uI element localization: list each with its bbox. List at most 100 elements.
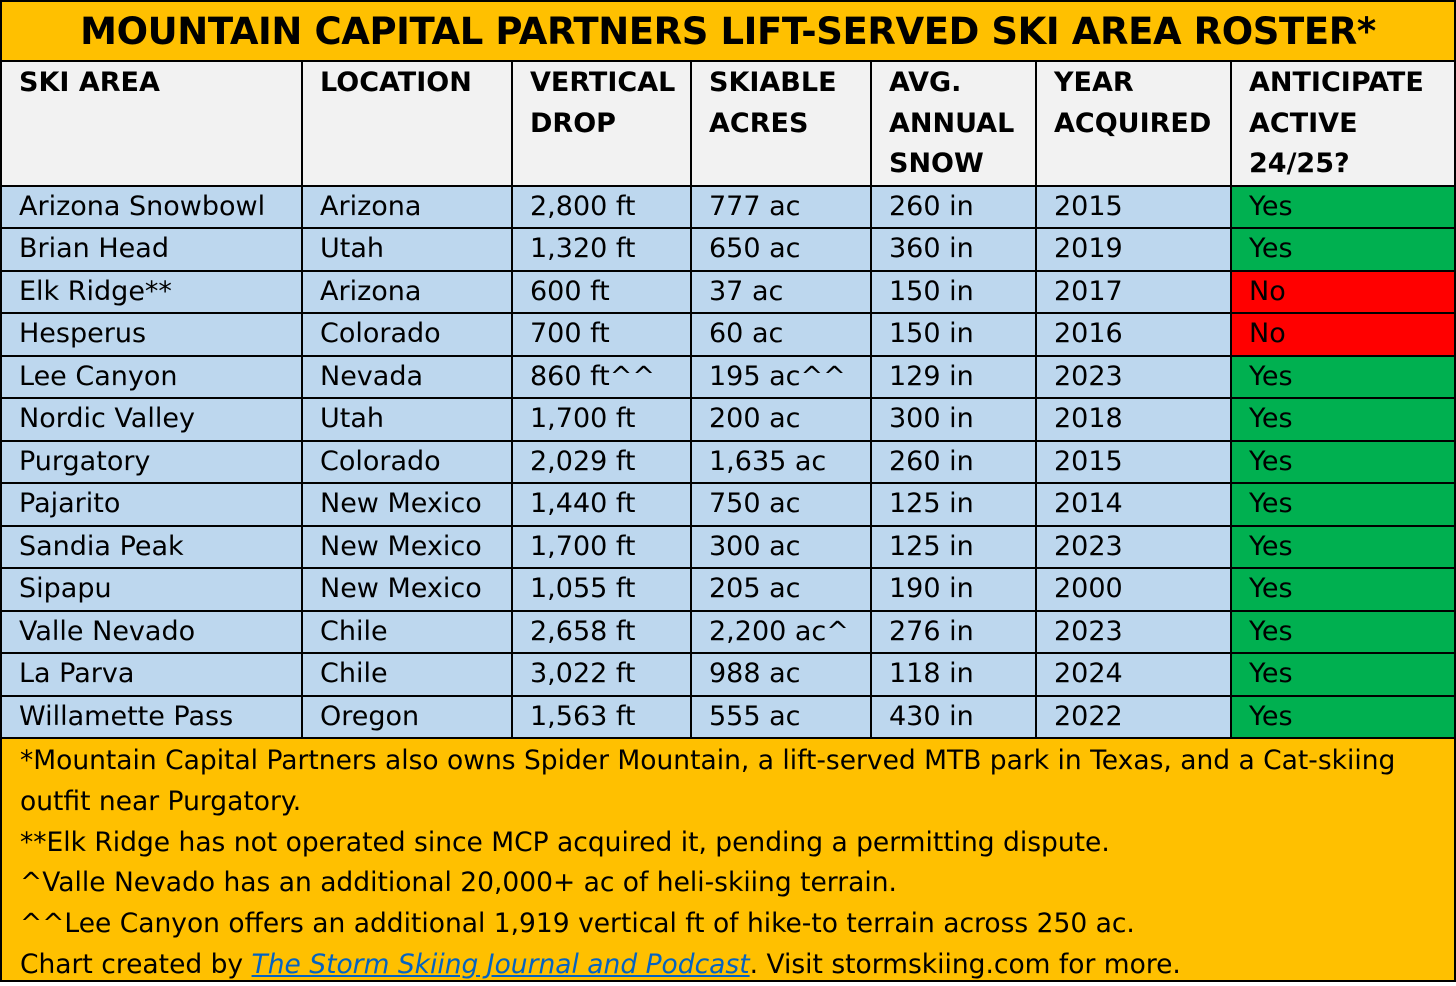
active-status-cell: Yes: [1230, 439, 1454, 484]
table-cell: Nordic Valley: [2, 397, 303, 442]
table-cell: 2,200 ac^: [690, 609, 872, 654]
table-row: Valle Nevado Chile 2,658 ft 2,200 ac^ 276 in…: [2, 609, 1454, 654]
credit-suffix: . Visit stormskiing.com for more.: [749, 948, 1181, 980]
table-row: Elk Ridge** Arizona 600 ft 37 ac 150 in 2017 N…: [2, 269, 1454, 314]
table-cell: Brian Head: [2, 227, 303, 272]
active-status-cell: No: [1230, 269, 1454, 314]
credit-link[interactable]: The Storm Skiing Journal and Podcast: [251, 948, 750, 980]
credit-line: Chart created by The Storm Skiing Journa…: [20, 945, 1444, 986]
table-row: Purgatory Colorado 2,029 ft 1,635 ac 260 in 2…: [2, 439, 1454, 484]
table-body: Arizona Snowbowl Arizona 2,800 ft 777 ac 260…: [2, 184, 1454, 739]
column-header: YEAR ACQUIRED: [1035, 62, 1232, 187]
table-cell: 260 in: [870, 184, 1037, 229]
table-cell: 600 ft: [511, 269, 692, 314]
column-header: SKI AREA: [2, 62, 303, 187]
table-cell: Colorado: [301, 439, 513, 484]
table-cell: 860 ft^^: [511, 354, 692, 399]
footnotes: *Mountain Capital Partners also owns Spi…: [2, 739, 1454, 986]
table-cell: 700 ft: [511, 312, 692, 357]
table-cell: Arizona: [301, 269, 513, 314]
table-cell: 2018: [1035, 397, 1232, 442]
table-cell: 150 in: [870, 269, 1037, 314]
table-cell: Utah: [301, 227, 513, 272]
active-status-cell: Yes: [1230, 482, 1454, 527]
table-cell: 195 ac^^: [690, 354, 872, 399]
column-header: LOCATION: [301, 62, 513, 187]
table-cell: 2023: [1035, 524, 1232, 569]
active-status-cell: Yes: [1230, 184, 1454, 229]
table-cell: 200 ac: [690, 397, 872, 442]
table-cell: 555 ac: [690, 694, 872, 739]
table-row: Sipapu New Mexico 1,055 ft 205 ac 190 in 2000…: [2, 567, 1454, 612]
table-cell: Oregon: [301, 694, 513, 739]
table-cell: 1,700 ft: [511, 397, 692, 442]
active-status-cell: No: [1230, 312, 1454, 357]
table-cell: 37 ac: [690, 269, 872, 314]
table-cell: 260 in: [870, 439, 1037, 484]
footnote-mtb-cat-skiing: *Mountain Capital Partners also owns Spi…: [20, 745, 1396, 817]
active-status-cell: Yes: [1230, 567, 1454, 612]
table-cell: 190 in: [870, 567, 1037, 612]
table-cell: Willamette Pass: [2, 694, 303, 739]
table-cell: Purgatory: [2, 439, 303, 484]
chart-title: MOUNTAIN CAPITAL PARTNERS LIFT-SERVED SK…: [2, 2, 1454, 62]
table-cell: New Mexico: [301, 482, 513, 527]
table-cell: 129 in: [870, 354, 1037, 399]
table-cell: 988 ac: [690, 652, 872, 697]
table-cell: 205 ac: [690, 567, 872, 612]
table-cell: 360 in: [870, 227, 1037, 272]
table-cell: 2022: [1035, 694, 1232, 739]
table-row: Lee Canyon Nevada 860 ft^^ 195 ac^^ 129 in 20…: [2, 354, 1454, 399]
column-header: SKIABLE ACRES: [690, 62, 872, 187]
table-cell: Pajarito: [2, 482, 303, 527]
table-cell: 430 in: [870, 694, 1037, 739]
table-cell: Arizona Snowbowl: [2, 184, 303, 229]
table-cell: 150 in: [870, 312, 1037, 357]
table-cell: 2015: [1035, 184, 1232, 229]
table-row: La Parva Chile 3,022 ft 988 ac 118 in 2024 Yes: [2, 652, 1454, 697]
table-cell: 3,022 ft: [511, 652, 692, 697]
header-row: SKI AREA LOCATION VERTICAL DROP SKIABLE ACR…: [2, 62, 1454, 187]
table-cell: 1,055 ft: [511, 567, 692, 612]
table-cell: 777 ac: [690, 184, 872, 229]
table-cell: 650 ac: [690, 227, 872, 272]
active-status-cell: Yes: [1230, 694, 1454, 739]
table-cell: 2023: [1035, 609, 1232, 654]
column-header: AVG. ANNUAL SNOW: [870, 62, 1037, 187]
table-cell: Sandia Peak: [2, 524, 303, 569]
table-cell: Nevada: [301, 354, 513, 399]
table-cell: 2000: [1035, 567, 1232, 612]
table-cell: 1,635 ac: [690, 439, 872, 484]
table-cell: 1,700 ft: [511, 524, 692, 569]
table-row: Hesperus Colorado 700 ft 60 ac 150 in 2016 No: [2, 312, 1454, 357]
table-cell: Arizona: [301, 184, 513, 229]
table-cell: 1,440 ft: [511, 482, 692, 527]
table-cell: 2,029 ft: [511, 439, 692, 484]
roster-table: SKI AREA LOCATION VERTICAL DROP SKIABLE ACR…: [2, 62, 1454, 739]
table-cell: 2017: [1035, 269, 1232, 314]
table-row: Brian Head Utah 1,320 ft 650 ac 360 in 2019 Ye…: [2, 227, 1454, 272]
table-cell: Valle Nevado: [2, 609, 303, 654]
table-cell: 2023: [1035, 354, 1232, 399]
table-cell: 1,320 ft: [511, 227, 692, 272]
active-status-cell: Yes: [1230, 609, 1454, 654]
credit-prefix: Chart created by: [20, 948, 252, 980]
footnote-lee-canyon: ^^Lee Canyon offers an additional 1,919 …: [20, 908, 1135, 940]
table-cell: 2,800 ft: [511, 184, 692, 229]
table-cell: 300 ac: [690, 524, 872, 569]
table-cell: 1,563 ft: [511, 694, 692, 739]
table-cell: 118 in: [870, 652, 1037, 697]
table-cell: 2015: [1035, 439, 1232, 484]
table-cell: Utah: [301, 397, 513, 442]
table-cell: Hesperus: [2, 312, 303, 357]
active-status-cell: Yes: [1230, 524, 1454, 569]
table-cell: 60 ac: [690, 312, 872, 357]
table-cell: 2019: [1035, 227, 1232, 272]
table-cell: 2,658 ft: [511, 609, 692, 654]
table-row: Nordic Valley Utah 1,700 ft 200 ac 300 in 201…: [2, 397, 1454, 442]
table-cell: New Mexico: [301, 567, 513, 612]
active-status-cell: Yes: [1230, 397, 1454, 442]
table-cell: Chile: [301, 609, 513, 654]
table-row: Sandia Peak New Mexico 1,700 ft 300 ac 125 i…: [2, 524, 1454, 569]
